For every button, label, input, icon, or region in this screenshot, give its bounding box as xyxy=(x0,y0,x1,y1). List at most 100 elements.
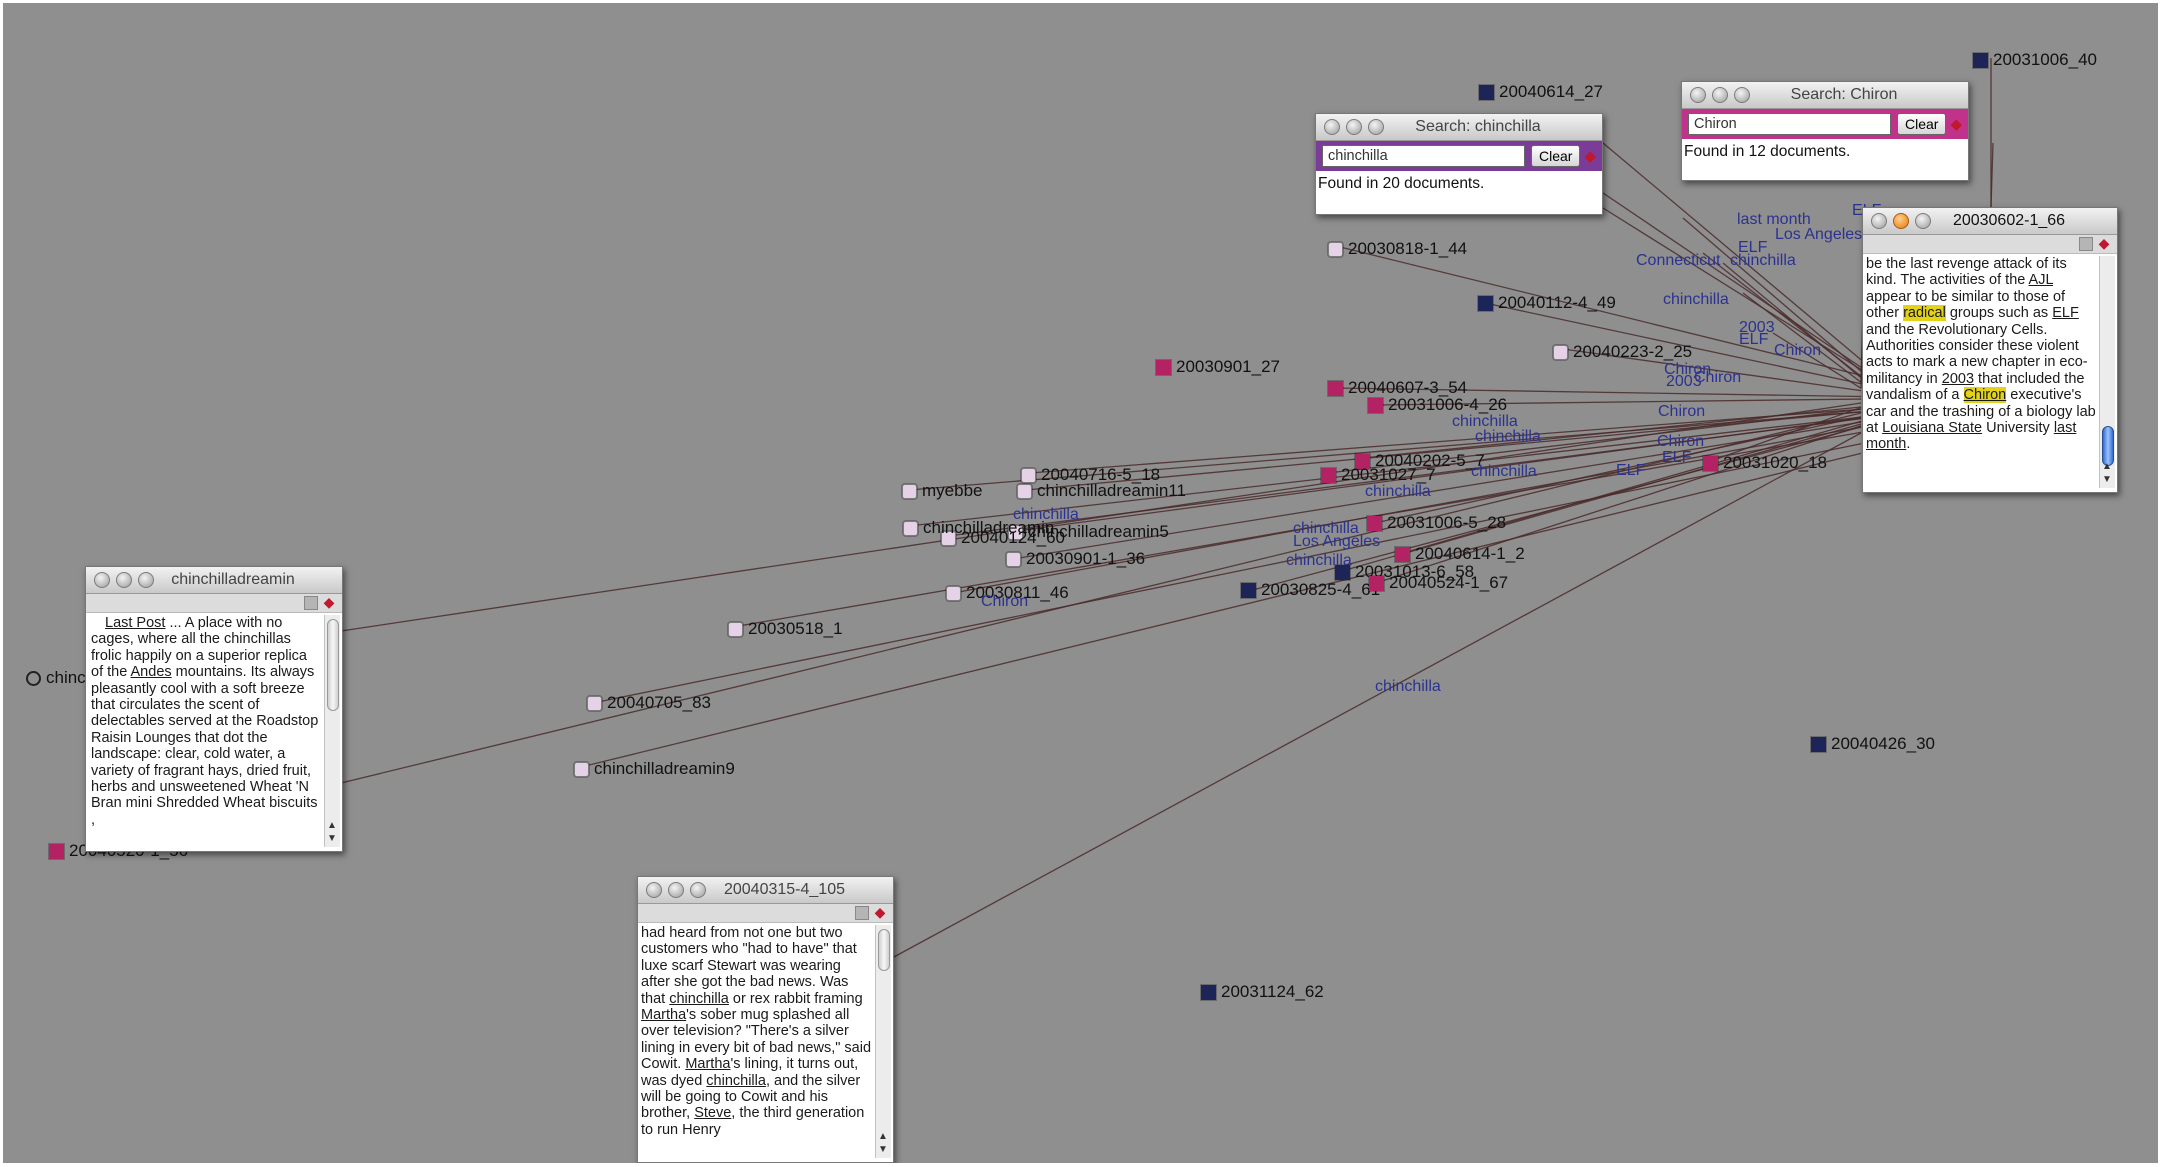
keyword-link[interactable]: Martha xyxy=(685,1056,731,1073)
term-label[interactable]: chinchilla xyxy=(1452,413,1518,430)
term-label[interactable]: Connecticut xyxy=(1636,252,1721,269)
term-label[interactable]: chinchilla xyxy=(1471,463,1537,480)
doc-node[interactable]: 20030901_27 xyxy=(1156,357,1280,377)
term-label[interactable]: chinchilla xyxy=(1013,506,1079,523)
doc-node[interactable]: 20030818-1_44 xyxy=(1328,239,1467,259)
term-label[interactable]: Los Angeles xyxy=(1293,533,1381,550)
scroll-up-icon[interactable]: ▲ xyxy=(327,820,337,831)
stamp-icon[interactable] xyxy=(855,906,869,920)
search-window-chinchilla[interactable]: Search: chinchilla chinchilla Clear ◆ Fo… xyxy=(1315,113,1603,215)
doc-node[interactable]: 20040124_60 xyxy=(941,528,1065,548)
close-button[interactable] xyxy=(1690,87,1706,103)
scroll-up-icon[interactable]: ▲ xyxy=(878,1131,888,1142)
term-label[interactable]: chinchilla xyxy=(1730,252,1796,269)
scroll-down-icon[interactable]: ▼ xyxy=(2102,474,2112,485)
doc-node[interactable]: 20040705_83 xyxy=(587,693,711,713)
doc-node[interactable]: 20030825-4_61 xyxy=(1241,580,1380,600)
doc-node[interactable]: 20040524-1_67 xyxy=(1369,573,1508,593)
color-picker-icon[interactable]: ◆ xyxy=(323,594,335,610)
doc-node[interactable]: myebbe xyxy=(902,481,982,501)
doc-node[interactable]: 20040426_30 xyxy=(1811,734,1935,754)
window-titlebar[interactable]: chinchilladreamin xyxy=(86,567,342,594)
doc-node[interactable]: 20040223-2_25 xyxy=(1553,342,1692,362)
term-label[interactable]: chinchilla xyxy=(1663,291,1729,308)
color-picker-icon[interactable]: ◆ xyxy=(874,904,886,920)
window-titlebar[interactable]: Search: chinchilla xyxy=(1316,114,1602,141)
term-label[interactable]: ELF xyxy=(1662,449,1692,466)
document-window[interactable]: 20030602-1_66 ◆ be the last revenge atta… xyxy=(1862,207,2118,493)
keyword-link[interactable]: Martha xyxy=(641,1007,687,1024)
doc-node[interactable]: 20040607-3_54 xyxy=(1328,378,1467,398)
document-window[interactable]: 20040315-4_105 ◆ had heard from not one … xyxy=(637,876,894,1163)
scroll-down-icon[interactable]: ▼ xyxy=(878,1144,888,1155)
doc-node[interactable]: 20040716-5_18 xyxy=(1021,465,1160,485)
scrollbar[interactable]: ▲ ▼ xyxy=(2099,256,2115,488)
close-button[interactable] xyxy=(1324,119,1340,135)
keyword-link[interactable]: chinchilla xyxy=(669,990,729,1007)
scrollbar[interactable]: ▲ ▼ xyxy=(324,615,340,847)
document-text[interactable]: Last Post ... A place with no cages, whe… xyxy=(89,615,322,847)
doc-node[interactable]: 20031020_18 xyxy=(1703,453,1827,473)
doc-node[interactable]: chinchilladreamin11 xyxy=(1017,481,1186,501)
keyword-link[interactable]: Louisiana State xyxy=(1882,420,1983,437)
scroll-up-icon[interactable]: ▲ xyxy=(2102,461,2112,472)
doc-node[interactable]: 20040614_27 xyxy=(1479,82,1603,102)
color-picker-icon[interactable]: ◆ xyxy=(1584,148,1596,165)
term-label[interactable]: 2003 xyxy=(1666,373,1702,390)
keyword-link[interactable]: ELF xyxy=(2052,305,2079,322)
doc-node[interactable]: chinchilladreamin xyxy=(903,518,1054,538)
document-window[interactable]: chinchilladreamin ◆ Last Post ... A plac… xyxy=(85,566,343,852)
stamp-icon[interactable] xyxy=(2079,237,2093,251)
color-picker-icon[interactable]: ◆ xyxy=(1950,116,1962,133)
keyword-link[interactable]: 2003 xyxy=(1941,370,1975,387)
minimize-button[interactable] xyxy=(1346,119,1362,135)
search-highlight[interactable]: radical xyxy=(1903,305,1946,322)
doc-node[interactable]: 20031124_62 xyxy=(1201,982,1324,1002)
term-label[interactable]: ELF xyxy=(1738,239,1768,256)
window-titlebar[interactable]: 20030602-1_66 xyxy=(1863,208,2117,235)
term-label[interactable]: Chiron xyxy=(1658,403,1706,420)
doc-node[interactable]: 20040112-4_49 xyxy=(1478,293,1616,313)
term-label[interactable]: chinchilla xyxy=(1286,552,1352,569)
keyword-link[interactable]: AJL xyxy=(2028,272,2053,289)
term-label[interactable]: Chiron xyxy=(981,593,1029,610)
document-text[interactable]: had heard from not one but two customers… xyxy=(641,925,873,1158)
window-titlebar[interactable]: 20040315-4_105 xyxy=(638,877,893,904)
zoom-button[interactable] xyxy=(690,882,706,898)
zoom-button[interactable] xyxy=(1368,119,1384,135)
doc-node[interactable]: 20040202-5_7 xyxy=(1355,451,1485,471)
doc-node[interactable]: 20030518_1 xyxy=(728,619,843,639)
color-picker-icon[interactable]: ◆ xyxy=(2098,235,2110,251)
close-button[interactable] xyxy=(94,572,110,588)
doc-node[interactable]: chinchilladreamin9 xyxy=(574,759,735,779)
document-text[interactable]: be the last revenge attack of its kind. … xyxy=(1866,256,2097,488)
close-button[interactable] xyxy=(646,882,662,898)
doc-node[interactable]: 20040614-1_2 xyxy=(1395,544,1525,564)
term-label[interactable]: last month xyxy=(1737,211,1811,228)
term-label[interactable]: 2003 xyxy=(1739,319,1775,336)
term-label[interactable]: chinchilla xyxy=(1365,483,1431,500)
keyword-link[interactable]: Last Post xyxy=(105,615,166,631)
minimize-button[interactable] xyxy=(116,572,132,588)
search-highlight[interactable]: Chiron xyxy=(1963,387,2007,404)
keyword-link[interactable]: Andes xyxy=(130,664,172,681)
term-label[interactable]: Los Angeles xyxy=(1775,226,1863,243)
minimize-button[interactable] xyxy=(1893,213,1909,229)
doc-node[interactable]: 20030811_46 xyxy=(946,583,1069,603)
doc-node[interactable]: chinchilladreamin5 xyxy=(1008,522,1169,542)
term-label[interactable]: Chiron xyxy=(1694,369,1742,386)
search-window-chiron[interactable]: Search: Chiron Chiron Clear ◆ Found in 1… xyxy=(1681,81,1969,181)
zoom-button[interactable] xyxy=(138,572,154,588)
term-label[interactable]: ELF xyxy=(1616,462,1646,479)
clear-button[interactable]: Clear xyxy=(1896,113,1947,135)
scrollbar-thumb[interactable] xyxy=(327,619,339,711)
scrollbar[interactable]: ▲ ▼ xyxy=(875,925,891,1158)
term-label[interactable]: Chiron xyxy=(1657,433,1705,450)
zoom-button[interactable] xyxy=(1734,87,1750,103)
minimize-button[interactable] xyxy=(1712,87,1728,103)
term-label[interactable]: Chiron xyxy=(1774,342,1822,359)
term-label[interactable]: chinchilla xyxy=(1375,678,1441,695)
doc-node[interactable]: 20031013-6_58 xyxy=(1335,562,1474,582)
scroll-down-icon[interactable]: ▼ xyxy=(327,833,337,844)
term-label[interactable]: chinchilla xyxy=(1475,428,1541,445)
